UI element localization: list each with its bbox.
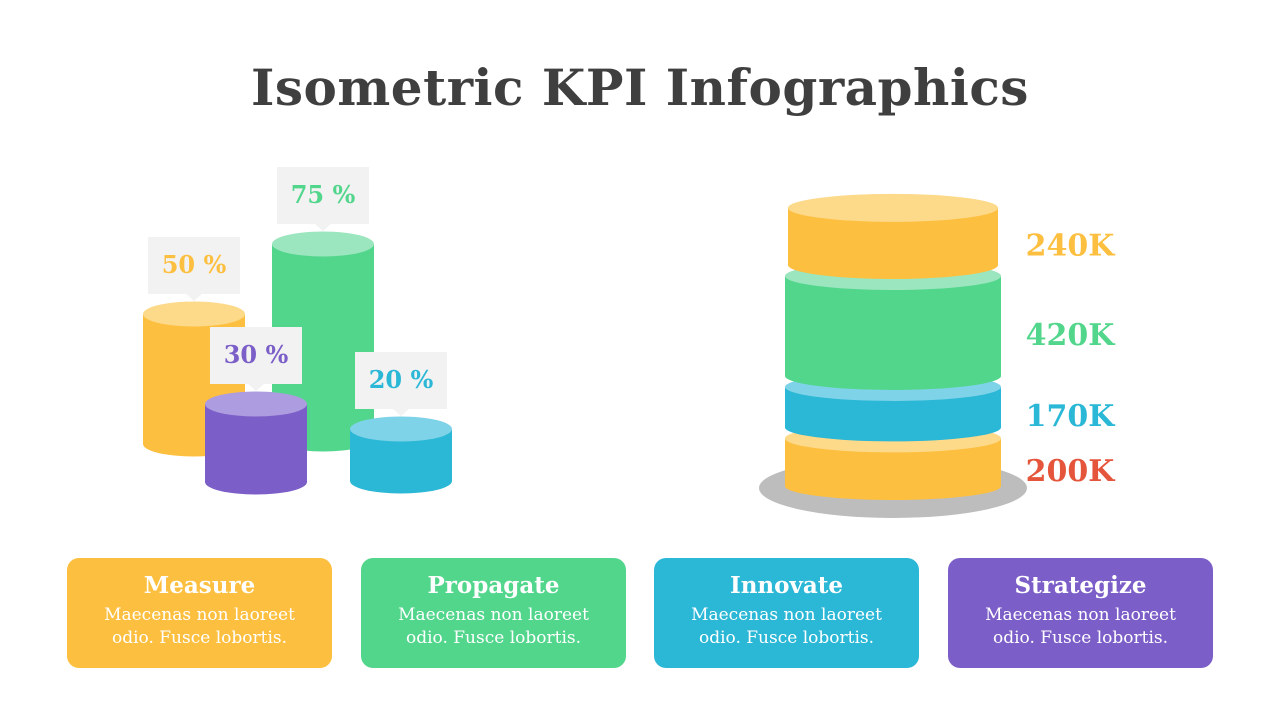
callout-box [210,327,302,384]
stack-segment-green [785,261,1001,390]
stacked-cylinder [785,193,1001,500]
cylinder-side [205,404,307,495]
cylinder-top [205,391,307,417]
callout-pointer [314,223,332,231]
cylinder-side [785,438,1001,500]
callout-purple: 30 % [210,327,302,391]
card-text: Maecenas non laoreet odio. Fusce loborti… [691,605,882,648]
callout-pointer [185,293,203,301]
stack-segment-yellow [788,193,998,279]
callout-box [277,167,369,224]
card-title: Strategize [1014,572,1147,599]
callout-yellow: 50 % [148,237,240,301]
cylinder-top [350,416,452,442]
value-label: 50 % [162,250,227,279]
cylinder-side [785,275,1001,390]
callout-box [148,237,240,294]
value-label: 20 % [369,365,434,394]
bar-cyan [350,416,452,494]
card-title: Innovate [729,572,844,599]
page-title: Isometric KPI Infographics [251,58,1029,117]
card-measure: Measure Maecenas non laoreet odio. Fusce… [67,558,332,668]
card-title: Propagate [427,572,560,599]
value-label: 75 % [291,180,356,209]
cylinder-side [788,207,998,279]
stack-value-label: 240K [1026,228,1116,263]
card-text: Maecenas non laoreet odio. Fusce loborti… [398,605,589,648]
card-text: Maecenas non laoreet odio. Fusce loborti… [985,605,1176,648]
callout-green: 75 % [277,167,369,231]
card-title: Measure [143,572,256,599]
callout-cyan: 20 % [355,352,447,416]
value-label: 30 % [224,340,289,369]
card-innovate: Innovate Maecenas non laoreet odio. Fusc… [654,558,919,668]
callout-pointer [392,408,410,416]
stack-value-label: 200K [1026,454,1116,489]
card-strategize: Strategize Maecenas non laoreet odio. Fu… [948,558,1213,668]
cylinder-top [788,193,998,222]
cylinder-top [143,301,245,327]
card-text: Maecenas non laoreet odio. Fusce loborti… [104,605,295,648]
callout-box [355,352,447,409]
cylinder-side [785,386,1001,442]
stack-value-label: 170K [1026,399,1116,434]
bar-purple [205,391,307,495]
cylinder-side [350,429,452,494]
cylinder-top [272,231,374,257]
card-propagate: Propagate Maecenas non laoreet odio. Fus… [361,558,626,668]
callout-pointer [247,383,265,391]
stack-value-label: 420K [1026,318,1116,353]
